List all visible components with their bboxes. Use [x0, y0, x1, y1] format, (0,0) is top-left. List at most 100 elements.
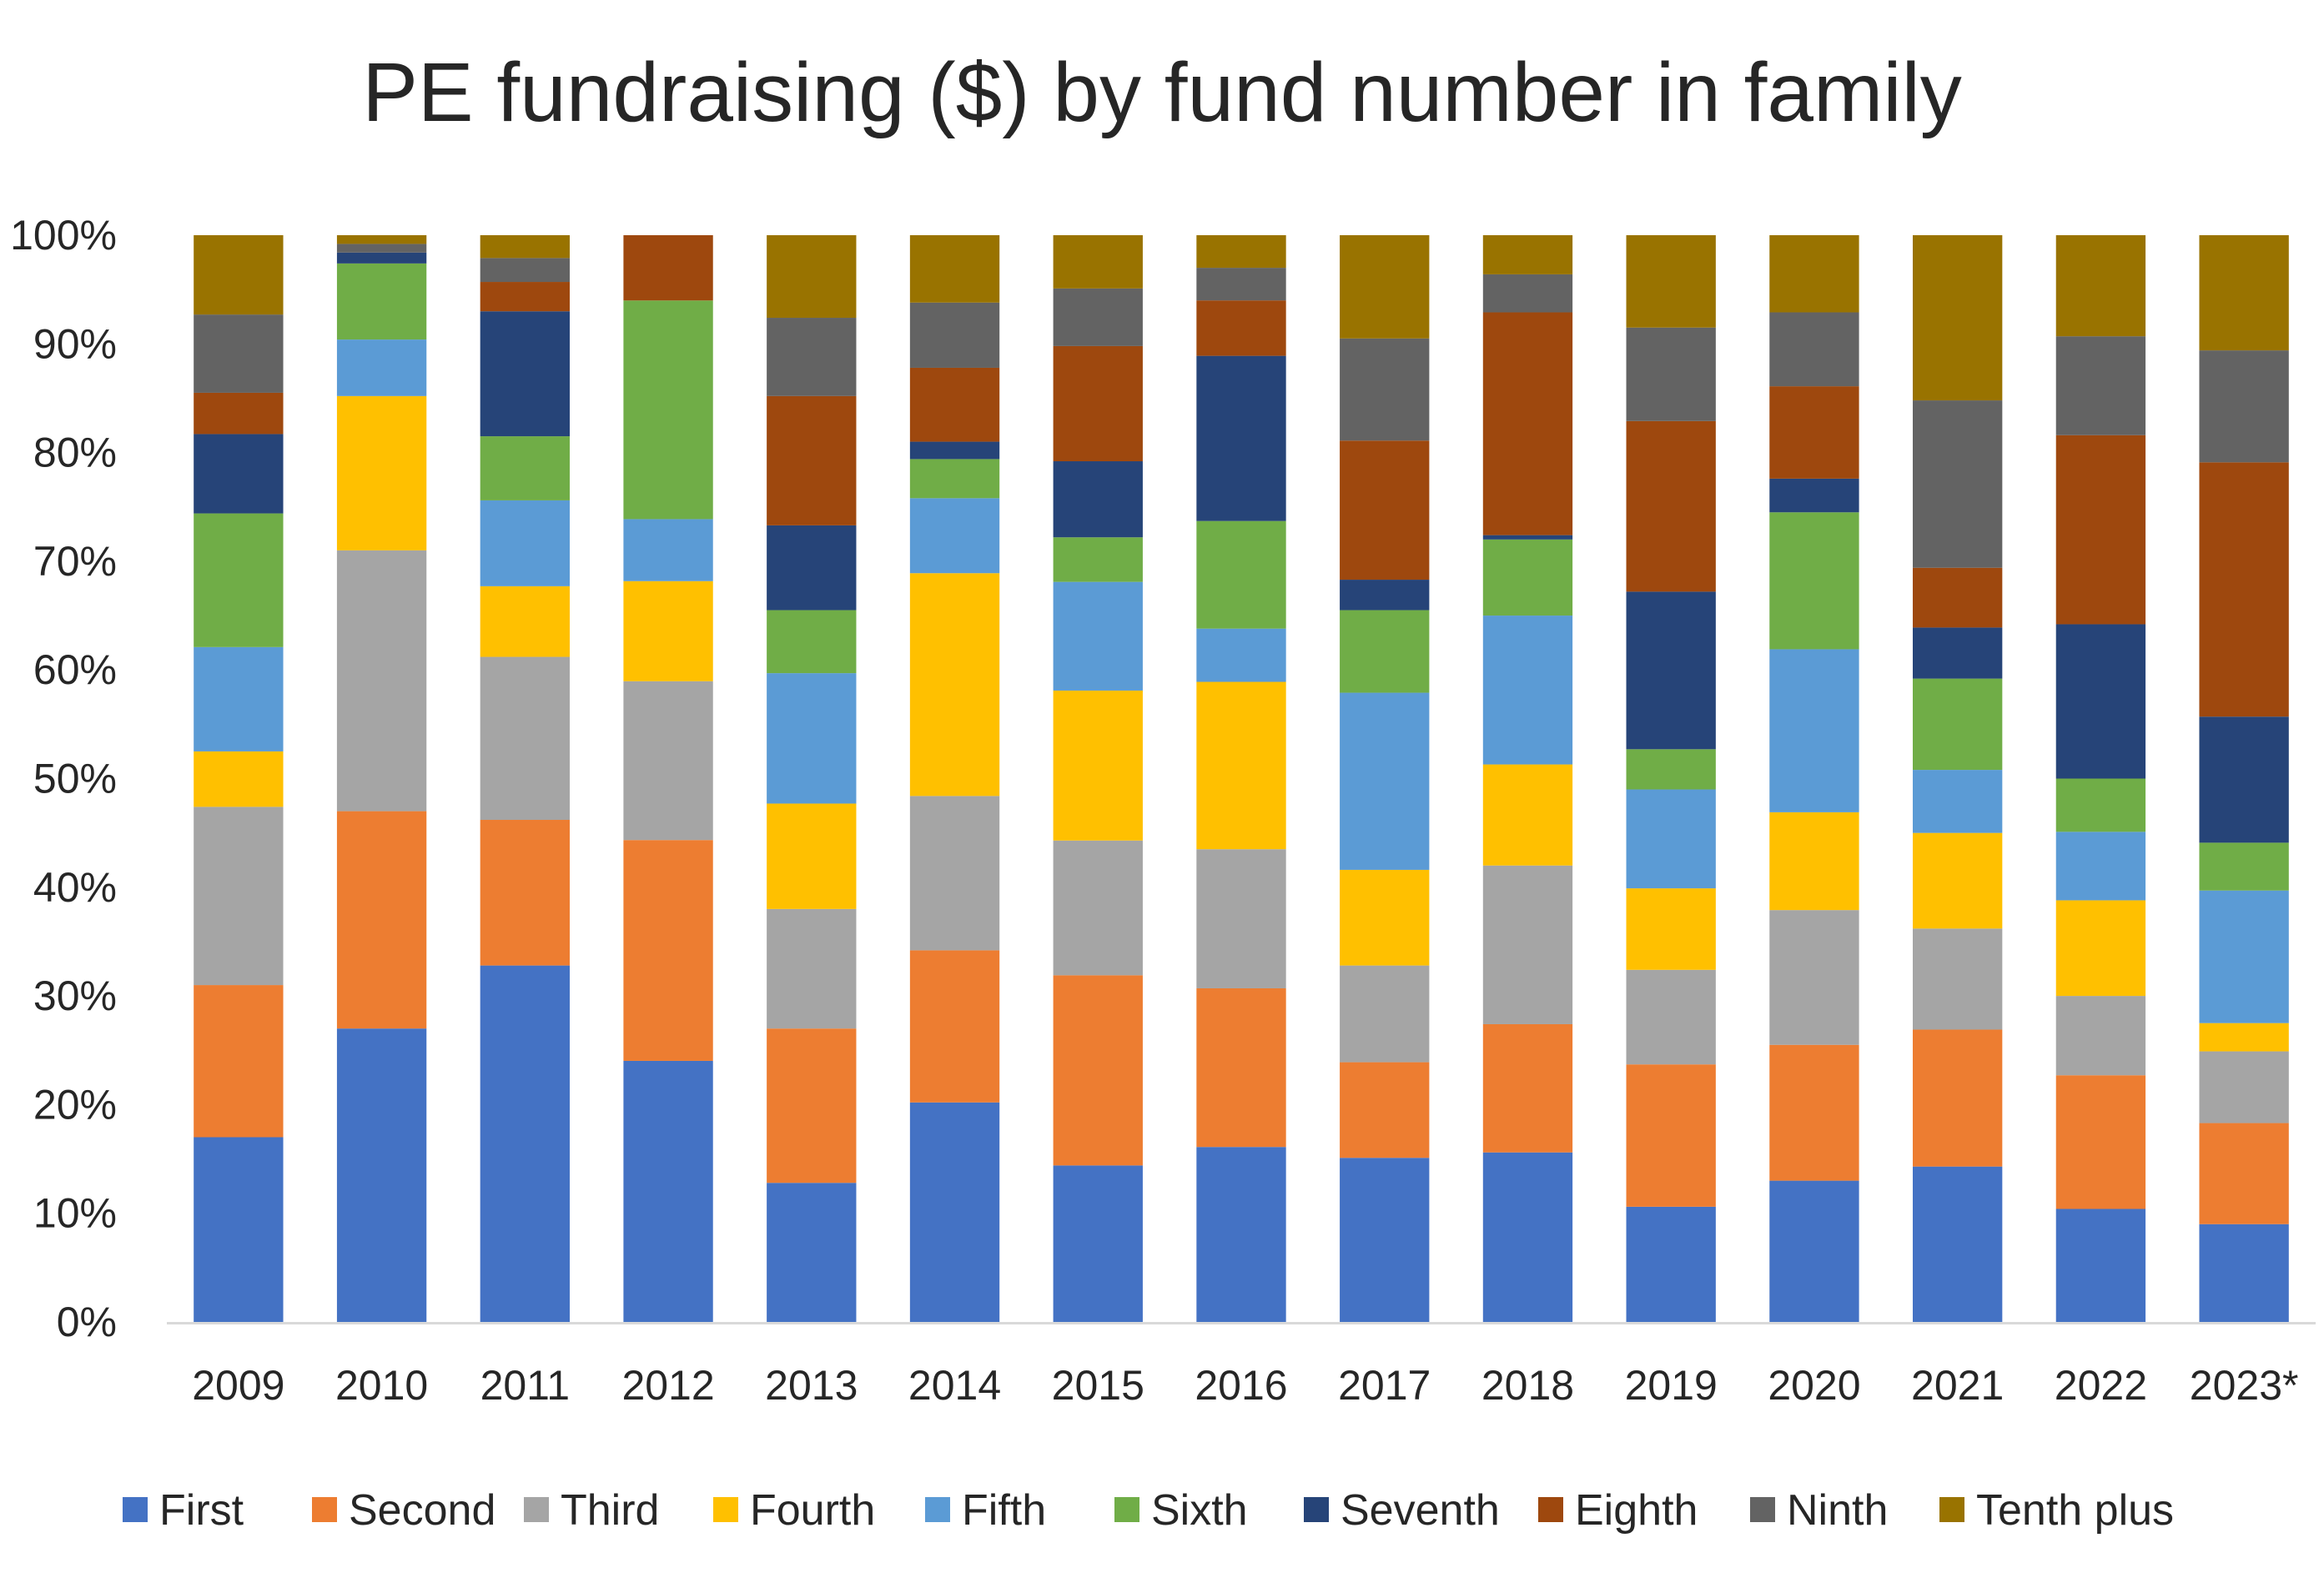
bar-segment-sixth-2016 — [1196, 520, 1286, 629]
bar-segment-eighth-2014 — [909, 367, 1000, 442]
bar-segment-fifth-2020 — [1769, 649, 1859, 812]
bar-segment-second-2016 — [1196, 988, 1286, 1148]
bar-segment-eighth-2015 — [1053, 345, 1143, 462]
bar-segment-second-2018 — [1482, 1023, 1573, 1153]
bar-segment-sixth-2011 — [480, 436, 570, 500]
y-axis: 0% 10% 20% 30% 40% 50% 60% 70% 80% 90% 100% — [10, 212, 117, 1345]
bar-segment-sixth-2018 — [1482, 539, 1573, 616]
bar-segment-seventh-2016 — [1196, 355, 1286, 521]
bar-segment-tenth-plus-2014 — [909, 235, 1000, 303]
bar-segment-second-2010 — [336, 811, 427, 1029]
bar-segment-seventh-2019 — [1626, 591, 1716, 750]
y-tick-label: 10% — [33, 1190, 117, 1237]
legend-swatch — [713, 1497, 738, 1522]
bar-segment-fifth-2015 — [1053, 581, 1143, 691]
bar-segment-second-2015 — [1053, 975, 1143, 1166]
bar-segment-first-2011 — [480, 965, 570, 1322]
y-tick-label: 20% — [33, 1081, 117, 1128]
bar-segment-eighth-2023 — [2199, 462, 2289, 717]
bar-segment-fourth-2019 — [1626, 888, 1716, 970]
bar-segment-seventh-2023 — [2199, 716, 2289, 843]
bar-segment-eighth-2012 — [623, 235, 713, 301]
bar-segment-second-2017 — [1340, 1062, 1430, 1158]
legend-swatch — [1750, 1497, 1775, 1522]
bar-segment-fourth-2015 — [1053, 690, 1143, 841]
bar-segment-sixth-2015 — [1053, 537, 1143, 582]
legend-item-ninth: Ninth — [1750, 1486, 1888, 1535]
bar-segment-tenth-plus-2009 — [194, 235, 284, 315]
bar-segment-tenth-plus-2022 — [2055, 235, 2146, 337]
y-tick-label: 100% — [10, 212, 117, 259]
bar-segment-fourth-2017 — [1340, 869, 1430, 966]
bar-segment-eighth-2019 — [1626, 420, 1716, 592]
bar-segment-fifth-2018 — [1482, 616, 1573, 765]
bar-segment-fifth-2016 — [1196, 628, 1286, 682]
bar-segment-eighth-2016 — [1196, 300, 1286, 356]
bar-segment-tenth-plus-2011 — [480, 235, 570, 259]
bar-segment-second-2012 — [623, 840, 713, 1061]
bar-segment-tenth-plus-2021 — [1913, 235, 2003, 401]
chart-title: PE fundraising ($) by fund number in fam… — [362, 46, 1962, 139]
legend-label: Fifth — [962, 1486, 1046, 1535]
x-tick-label: 2013 — [765, 1362, 858, 1409]
bar-segment-first-2019 — [1626, 1206, 1716, 1322]
bar-segment-seventh-2022 — [2055, 624, 2146, 779]
bar-segment-fifth-2010 — [336, 339, 427, 396]
bar-segment-third-2010 — [336, 550, 427, 812]
bar-segment-tenth-plus-2020 — [1769, 235, 1859, 313]
bar-segment-second-2013 — [767, 1028, 857, 1184]
bar-segment-second-2009 — [194, 985, 284, 1138]
legend-label: Ninth — [1787, 1486, 1888, 1535]
bar-segment-tenth-plus-2010 — [336, 235, 427, 244]
x-tick-label: 2022 — [2055, 1362, 2147, 1409]
bar-segment-seventh-2010 — [336, 252, 427, 264]
bar-segment-tenth-plus-2015 — [1053, 235, 1143, 289]
bar-segment-fourth-2014 — [909, 573, 1000, 797]
bar-segment-seventh-2020 — [1769, 478, 1859, 513]
x-tick-label: 2021 — [1911, 1362, 2004, 1409]
bar-segment-ninth-2023 — [2199, 350, 2289, 463]
bar-segment-sixth-2017 — [1340, 610, 1430, 693]
bar-segment-seventh-2013 — [767, 525, 857, 611]
bar-segment-tenth-plus-2019 — [1626, 235, 1716, 328]
bar-segment-tenth-plus-2023 — [2199, 235, 2289, 351]
legend-label: Seventh — [1341, 1486, 1500, 1535]
legend-label: Second — [349, 1486, 495, 1535]
x-tick-label: 2018 — [1481, 1362, 1574, 1409]
bar-segment-third-2020 — [1769, 910, 1859, 1045]
bar-segment-sixth-2009 — [194, 513, 284, 647]
bar-segment-sixth-2022 — [2055, 778, 2146, 832]
bar-segment-first-2012 — [623, 1060, 713, 1322]
bar-segment-seventh-2014 — [909, 441, 1000, 460]
legend-swatch — [1114, 1497, 1139, 1522]
bar-segment-third-2016 — [1196, 849, 1286, 988]
legend-swatch — [524, 1497, 549, 1522]
bar-segment-fifth-2012 — [623, 519, 713, 581]
bar-segment-sixth-2010 — [336, 263, 427, 340]
bar-segment-fourth-2011 — [480, 585, 570, 657]
bar-segment-eighth-2013 — [767, 395, 857, 525]
bar-segment-sixth-2012 — [623, 300, 713, 520]
bar-segment-seventh-2017 — [1340, 580, 1430, 611]
x-tick-label: 2016 — [1195, 1362, 1287, 1409]
y-tick-label: 70% — [33, 538, 117, 585]
bar-segment-eighth-2011 — [480, 282, 570, 312]
bar-segment-fourth-2013 — [767, 803, 857, 909]
bar-segment-ninth-2014 — [909, 302, 1000, 368]
bar-segment-first-2018 — [1482, 1152, 1573, 1322]
bar-segment-ninth-2015 — [1053, 288, 1143, 346]
bar-segment-tenth-plus-2018 — [1482, 235, 1573, 274]
bar-segment-eighth-2018 — [1482, 312, 1573, 535]
bar-segment-eighth-2021 — [1913, 567, 2003, 628]
bar-segment-fifth-2022 — [2055, 832, 2146, 901]
bar-segment-third-2017 — [1340, 965, 1430, 1063]
bar-segment-fourth-2022 — [2055, 900, 2146, 997]
legend-item-first: First — [123, 1486, 244, 1535]
legend-swatch — [925, 1497, 950, 1522]
y-tick-label: 60% — [33, 646, 117, 693]
bar-segment-second-2021 — [1913, 1029, 2003, 1167]
bar-segment-third-2009 — [194, 807, 284, 986]
legend-swatch — [312, 1497, 337, 1522]
